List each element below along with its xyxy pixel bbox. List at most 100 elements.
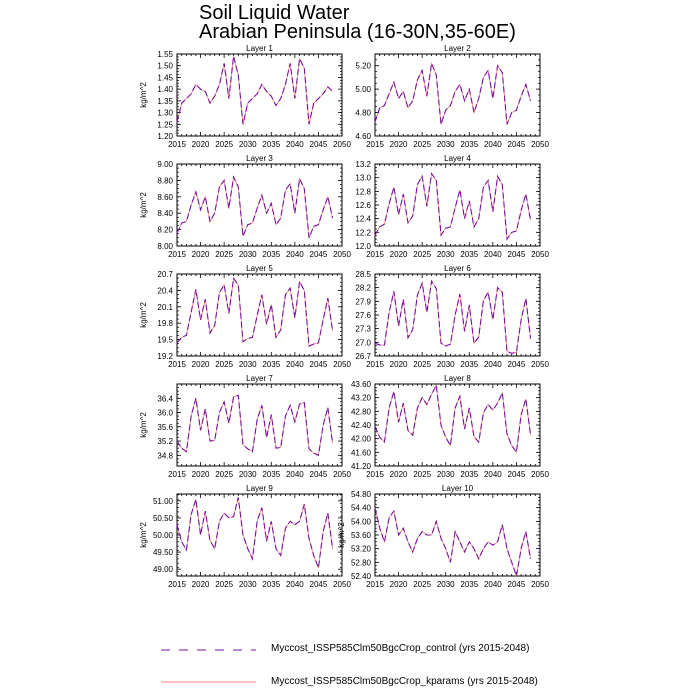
- y-tick-label: 35.2: [157, 437, 173, 446]
- plot-frame: [176, 383, 343, 467]
- x-tick-label: 2015: [168, 140, 186, 149]
- y-axis-label: kg/m^2: [337, 522, 346, 548]
- x-tick-label: 2030: [437, 250, 455, 259]
- x-tick-label: 2025: [215, 140, 233, 149]
- x-tick-label: 2040: [286, 140, 304, 149]
- x-tick-label: 2030: [437, 470, 455, 479]
- y-tick-label: 8.20: [157, 226, 173, 235]
- series-line-control: [374, 383, 532, 454]
- x-tick-label: 2030: [239, 250, 257, 259]
- panel-7: Layer 7 2015 2020 2025 2030 2035 2040 2045 2050 3…: [139, 374, 351, 479]
- series-line-kparams: [374, 172, 531, 241]
- series-line-control: [374, 279, 532, 354]
- y-tick-label: 1.55: [157, 50, 173, 59]
- x-tick-label: 2025: [413, 140, 431, 149]
- y-tick-label: 42.40: [351, 421, 372, 430]
- y-tick-label: 28.2: [355, 284, 371, 293]
- x-tick-label: 2020: [192, 360, 210, 369]
- panel-4: Layer 4 2015 2020 2025 2030 2035 2040 2045 2050 1…: [355, 154, 549, 259]
- y-tick-label: 5.20: [355, 62, 371, 71]
- series-line-kparams: [374, 507, 531, 577]
- x-tick-label: 2045: [508, 140, 526, 149]
- panel-3: Layer 3 2015 2020 2025 2030 2035 2040 2045 2050 8…: [139, 154, 351, 259]
- x-tick-label: 2030: [437, 360, 455, 369]
- x-tick-label: 2030: [437, 580, 455, 589]
- panel-title: Layer 4: [444, 154, 471, 163]
- y-tick-label: 41.20: [351, 462, 372, 471]
- x-tick-label: 2040: [484, 360, 502, 369]
- y-axis-label: kg/m^2: [139, 302, 148, 328]
- y-tick-label: 35.6: [157, 423, 173, 432]
- series-line-control: [374, 172, 532, 241]
- x-tick-label: 2045: [508, 470, 526, 479]
- panel-title: Layer 7: [246, 374, 273, 383]
- x-tick-label: 2015: [366, 140, 384, 149]
- x-tick-label: 2045: [310, 250, 328, 259]
- series-line-control: [374, 61, 532, 125]
- y-tick-label: 1.50: [157, 62, 173, 71]
- y-tick-label: 8.60: [157, 193, 173, 202]
- y-tick-label: 4.60: [355, 132, 371, 141]
- x-tick-label: 2040: [286, 470, 304, 479]
- y-tick-label: 12.2: [355, 228, 371, 237]
- y-tick-label: 12.0: [355, 242, 371, 251]
- x-tick-label: 2025: [215, 470, 233, 479]
- y-tick-label: 4.80: [355, 109, 371, 118]
- x-tick-label: 2035: [460, 470, 478, 479]
- x-tick-label: 2015: [168, 250, 186, 259]
- series-line-kparams: [176, 394, 333, 456]
- x-tick-label: 2030: [239, 140, 257, 149]
- y-tick-label: 54.00: [351, 517, 372, 526]
- x-tick-label: 2015: [168, 470, 186, 479]
- x-tick-label: 2015: [366, 470, 384, 479]
- y-tick-label: 12.6: [355, 201, 371, 210]
- legend: [161, 649, 256, 683]
- y-tick-label: 27.3: [355, 325, 371, 334]
- x-tick-label: 2020: [390, 140, 408, 149]
- figure-title: Soil Liquid Water: [199, 2, 350, 24]
- y-tick-label: 20.7: [157, 270, 173, 279]
- y-tick-label: 49.00: [153, 565, 174, 574]
- x-tick-label: 2050: [531, 580, 549, 589]
- y-tick-label: 43.60: [351, 380, 372, 389]
- panel-title: Layer 5: [246, 264, 273, 273]
- y-tick-label: 43.20: [351, 394, 372, 403]
- y-tick-label: 53.20: [351, 545, 372, 554]
- x-tick-label: 2025: [413, 470, 431, 479]
- x-tick-label: 2045: [508, 250, 526, 259]
- x-tick-label: 2035: [460, 360, 478, 369]
- y-tick-label: 20.4: [157, 286, 173, 295]
- x-tick-label: 2025: [413, 250, 431, 259]
- y-axis-label: kg/m^2: [139, 82, 148, 108]
- x-tick-label: 2020: [192, 470, 210, 479]
- x-tick-label: 2045: [508, 360, 526, 369]
- y-tick-label: 41.60: [351, 448, 372, 457]
- x-tick-label: 2035: [262, 140, 280, 149]
- y-tick-label: 1.30: [157, 109, 173, 118]
- x-tick-label: 2040: [286, 580, 304, 589]
- panel-5: Layer 5 2015 2020 2025 2030 2035 2040 2045 2050 1…: [139, 264, 351, 369]
- x-tick-label: 2020: [390, 580, 408, 589]
- series-line-control: [176, 394, 334, 457]
- series-line-control: [176, 497, 334, 568]
- y-axis-label: kg/m^2: [139, 192, 148, 218]
- y-tick-label: 36.4: [157, 394, 173, 403]
- y-tick-label: 27.0: [355, 338, 371, 347]
- y-tick-label: 19.8: [157, 319, 173, 328]
- y-tick-label: 36.0: [157, 409, 173, 418]
- y-tick-label: 5.00: [355, 85, 371, 94]
- plot-frame: [374, 383, 541, 467]
- x-tick-label: 2045: [310, 140, 328, 149]
- x-tick-label: 2045: [310, 360, 328, 369]
- x-tick-label: 2050: [531, 250, 549, 259]
- x-tick-label: 2015: [168, 580, 186, 589]
- x-tick-label: 2035: [460, 580, 478, 589]
- x-tick-label: 2025: [413, 360, 431, 369]
- y-tick-label: 1.45: [157, 73, 173, 82]
- x-tick-label: 2020: [192, 580, 210, 589]
- panel-title: Layer 6: [444, 264, 471, 273]
- x-tick-label: 2025: [215, 580, 233, 589]
- y-tick-label: 52.80: [351, 558, 372, 567]
- y-tick-label: 52.40: [351, 572, 372, 581]
- y-tick-label: 12.8: [355, 187, 371, 196]
